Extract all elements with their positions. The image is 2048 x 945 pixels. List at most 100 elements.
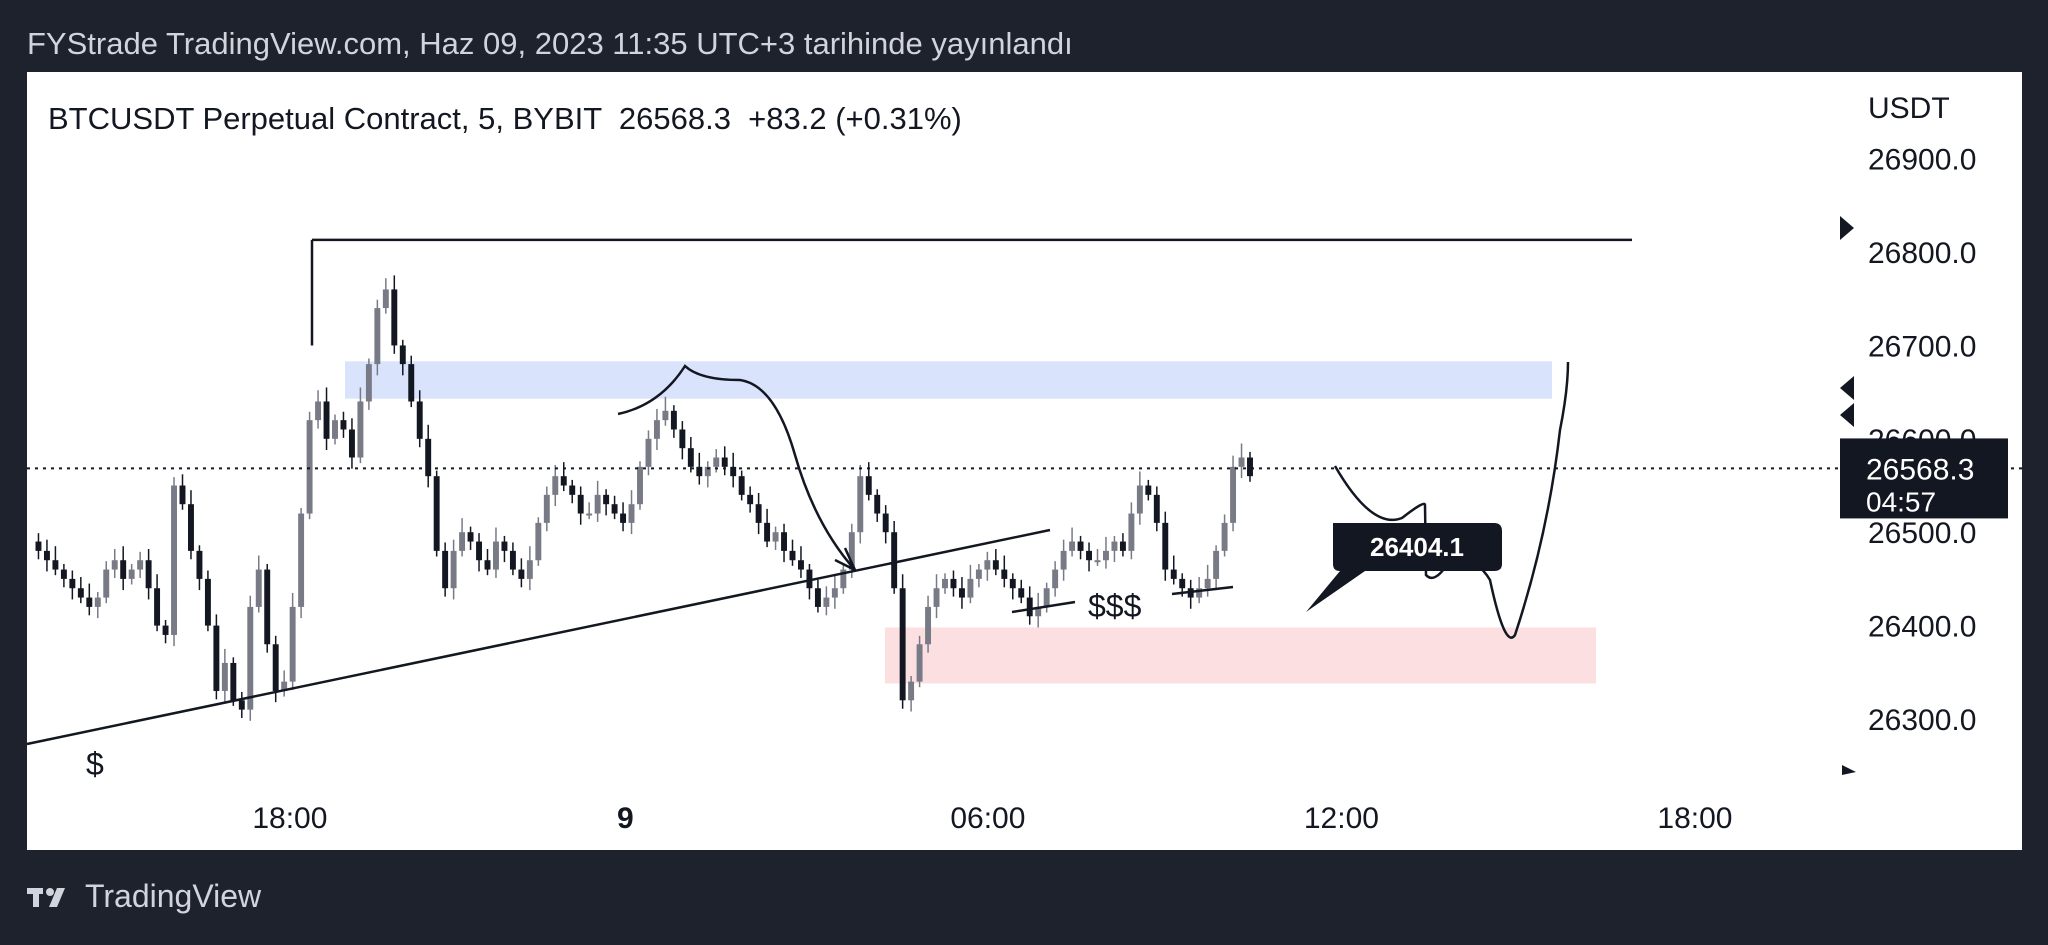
candle-body <box>831 588 838 598</box>
candle-body <box>111 560 118 570</box>
candle-body <box>94 597 101 607</box>
last-price-value: 26568.3 <box>1866 453 1974 486</box>
candle-body <box>781 532 787 551</box>
candle-body <box>1196 588 1203 598</box>
candle-body <box>772 532 779 542</box>
candle-body <box>687 448 694 467</box>
candle-body <box>789 550 796 561</box>
liquidity-annotation-center: $$$ <box>1088 588 1142 624</box>
candle-body <box>823 597 830 607</box>
candle-body <box>798 560 804 570</box>
candle-body <box>730 466 737 477</box>
candle-body <box>493 541 499 570</box>
candle-body <box>323 401 330 439</box>
candle-body <box>518 569 525 579</box>
candle-body <box>103 569 110 598</box>
candle-body <box>569 485 576 495</box>
trend-line <box>26 528 1051 746</box>
candle-body <box>1230 466 1237 523</box>
candle-body <box>958 588 965 598</box>
candle-body <box>1052 569 1059 589</box>
candle-body <box>69 578 76 589</box>
candle-body <box>560 476 567 486</box>
candle-body <box>1145 485 1152 495</box>
candle-body <box>128 569 135 579</box>
candle-body <box>738 476 745 495</box>
liquidity-annotation-left: $ <box>86 746 104 782</box>
candle-body <box>416 401 423 439</box>
y-tick-label: 26500.0 <box>1868 517 1976 550</box>
candle-body <box>1128 513 1135 551</box>
chart-panel[interactable] <box>27 72 2022 850</box>
candle-body <box>179 485 186 505</box>
candle-body <box>1069 541 1076 551</box>
candle-body <box>1170 569 1177 579</box>
y-tick-label: 26800.0 <box>1868 237 1976 270</box>
candle-body <box>247 606 254 710</box>
candle-body <box>721 457 728 467</box>
candle-body <box>289 606 296 682</box>
x-tick-label: 18:00 <box>1657 802 1732 835</box>
candle-body <box>86 597 93 607</box>
candle-body <box>1213 550 1220 579</box>
candle-body <box>594 494 601 514</box>
candle-body <box>806 569 813 589</box>
candle-body <box>653 420 660 439</box>
candle-body <box>645 438 652 467</box>
candle-body <box>230 662 237 701</box>
x-tick-label: 9 <box>617 802 634 835</box>
symbol-title: BTCUSDT Perpetual Contract, 5, BYBIT <box>48 101 602 136</box>
candle-body <box>221 662 228 691</box>
candle-body <box>984 560 991 570</box>
candle-body <box>35 541 42 551</box>
footer: TradingView <box>27 878 261 915</box>
candle-body <box>764 522 771 542</box>
last-price-box <box>1840 438 2008 519</box>
footer-brand: TradingView <box>85 878 262 914</box>
y-tick-label: 26400.0 <box>1868 611 1976 644</box>
candle-body <box>501 541 508 551</box>
candle-body <box>399 345 406 365</box>
candle-body <box>1162 522 1169 570</box>
published-line: FYStrade TradingView.com, Haz 09, 2023 1… <box>27 26 1073 61</box>
x-tick-label: 12:00 <box>1304 802 1379 835</box>
candle-body <box>365 364 372 402</box>
candle-body <box>857 476 864 533</box>
candle-body <box>586 513 593 516</box>
candle-body <box>238 700 245 710</box>
candle-body <box>1086 550 1092 561</box>
candle-body <box>552 476 559 495</box>
candle-body <box>662 410 669 421</box>
candle-body <box>450 550 457 589</box>
candle-body <box>162 625 169 635</box>
candle-body <box>272 644 279 691</box>
candle-body <box>933 588 940 607</box>
candle-body <box>1060 550 1067 570</box>
candle-body <box>848 532 855 570</box>
candle-body <box>340 420 347 430</box>
currency-label: USDT <box>1868 92 1950 125</box>
candle-body <box>52 560 59 570</box>
candle-body <box>1094 560 1101 563</box>
candle-body <box>942 578 948 589</box>
candle-body <box>679 429 686 449</box>
candle-body <box>535 522 542 561</box>
candle-body <box>171 485 177 635</box>
demand-zone <box>885 627 1596 684</box>
candle-body <box>382 289 389 309</box>
candle-body <box>204 578 211 626</box>
candle-body <box>747 494 754 505</box>
candle-body <box>120 560 127 579</box>
candle-body <box>484 560 491 570</box>
candle-body <box>433 476 440 551</box>
y-tick-label: 26900.0 <box>1868 144 1976 177</box>
candle-body <box>1018 588 1025 598</box>
projection-curve-right <box>1333 361 1570 639</box>
candle-body <box>713 457 720 467</box>
axis-marker-icon <box>1842 765 1856 775</box>
candle-body <box>891 532 898 589</box>
projection-curve-left <box>617 364 857 572</box>
candle-body <box>442 550 449 589</box>
x-tick-label: 18:00 <box>252 802 327 835</box>
